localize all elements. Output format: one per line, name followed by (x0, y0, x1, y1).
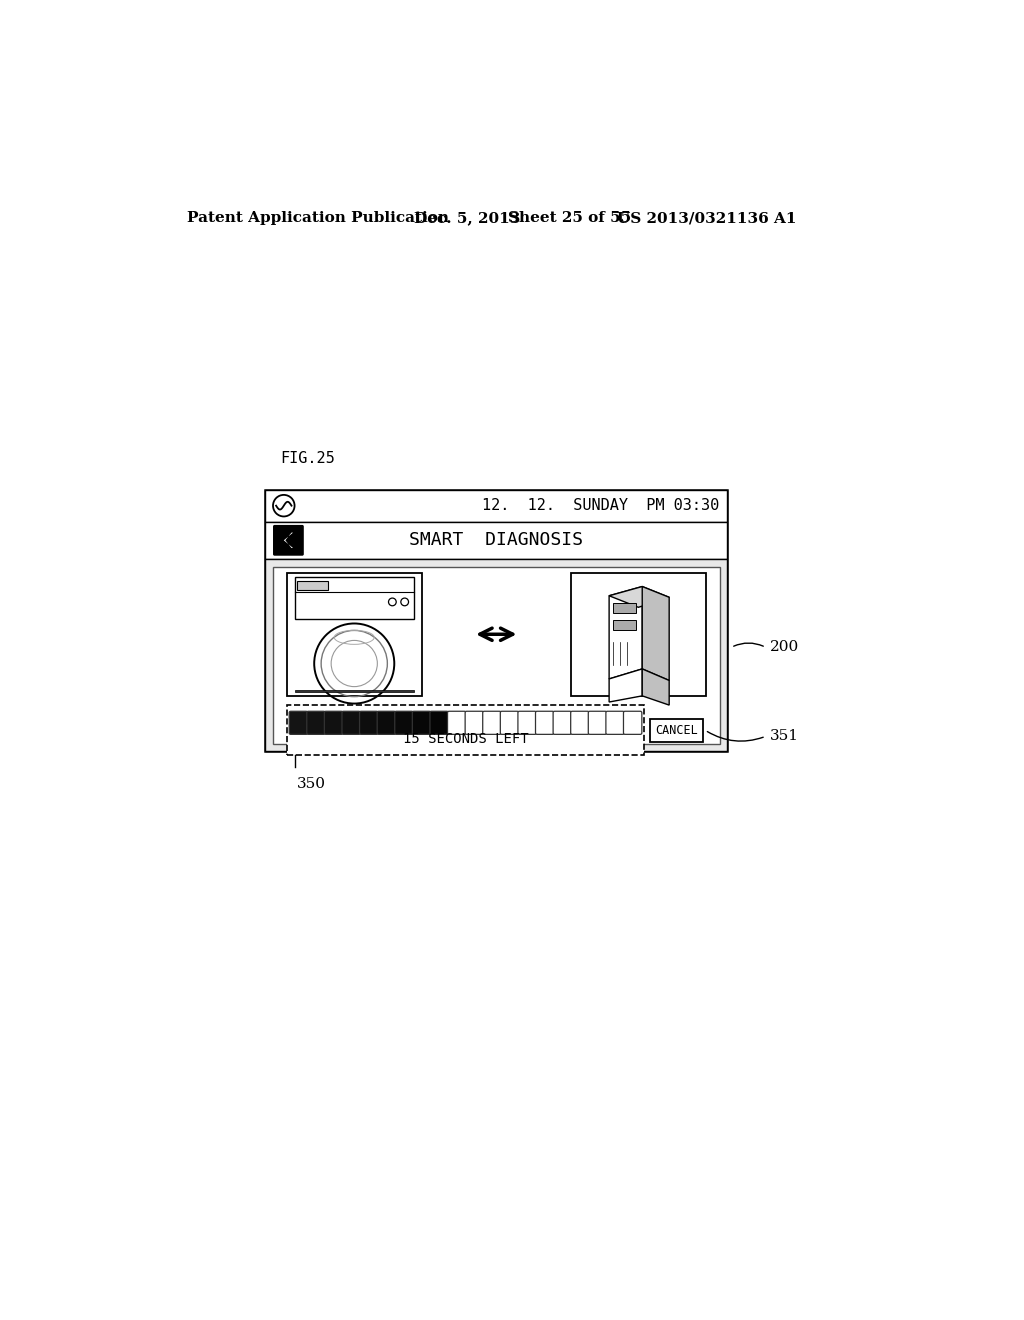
Polygon shape (284, 533, 293, 548)
FancyBboxPatch shape (465, 711, 483, 734)
Bar (613, 603, 636, 612)
Text: 15 SECONDS LEFT: 15 SECONDS LEFT (402, 733, 528, 746)
Bar (571, 573, 706, 696)
Text: FIG.25: FIG.25 (281, 451, 336, 466)
Polygon shape (642, 586, 669, 681)
Bar (273, 566, 720, 743)
Text: SMART  DIAGNOSIS: SMART DIAGNOSIS (410, 532, 584, 549)
FancyBboxPatch shape (394, 711, 413, 734)
Bar (650, 718, 702, 742)
Bar (265, 490, 727, 521)
Bar (297, 581, 328, 590)
Text: 350: 350 (297, 776, 326, 791)
Bar (265, 558, 727, 751)
FancyBboxPatch shape (359, 711, 378, 734)
FancyBboxPatch shape (342, 711, 360, 734)
Text: CANCEL: CANCEL (655, 723, 698, 737)
Bar (287, 705, 644, 755)
FancyBboxPatch shape (553, 711, 571, 734)
FancyBboxPatch shape (588, 711, 606, 734)
FancyBboxPatch shape (325, 711, 343, 734)
FancyBboxPatch shape (536, 711, 554, 734)
FancyBboxPatch shape (430, 711, 449, 734)
Bar (265, 490, 727, 751)
Text: 12.  12.  SUNDAY  PM 03:30: 12. 12. SUNDAY PM 03:30 (482, 498, 720, 513)
Text: Dec. 5, 2013: Dec. 5, 2013 (414, 211, 520, 226)
FancyBboxPatch shape (501, 711, 519, 734)
Text: 200: 200 (770, 640, 799, 655)
FancyBboxPatch shape (273, 525, 304, 556)
Text: US 2013/0321136 A1: US 2013/0321136 A1 (617, 211, 797, 226)
Bar (265, 521, 727, 558)
FancyBboxPatch shape (482, 711, 501, 734)
Bar (295, 689, 414, 692)
Bar (613, 620, 636, 630)
FancyBboxPatch shape (289, 711, 307, 734)
Polygon shape (609, 586, 642, 678)
FancyBboxPatch shape (307, 711, 326, 734)
Polygon shape (609, 669, 642, 702)
Bar (287, 573, 422, 696)
Text: 351: 351 (770, 729, 799, 743)
Polygon shape (642, 669, 669, 705)
FancyBboxPatch shape (624, 711, 642, 734)
FancyBboxPatch shape (377, 711, 395, 734)
FancyBboxPatch shape (518, 711, 537, 734)
FancyBboxPatch shape (606, 711, 625, 734)
Polygon shape (609, 586, 669, 607)
Bar (295, 577, 414, 619)
Text: Patent Application Publication: Patent Application Publication (186, 211, 449, 226)
FancyBboxPatch shape (447, 711, 466, 734)
FancyBboxPatch shape (570, 711, 589, 734)
FancyBboxPatch shape (413, 711, 431, 734)
Text: Sheet 25 of 55: Sheet 25 of 55 (508, 211, 631, 226)
